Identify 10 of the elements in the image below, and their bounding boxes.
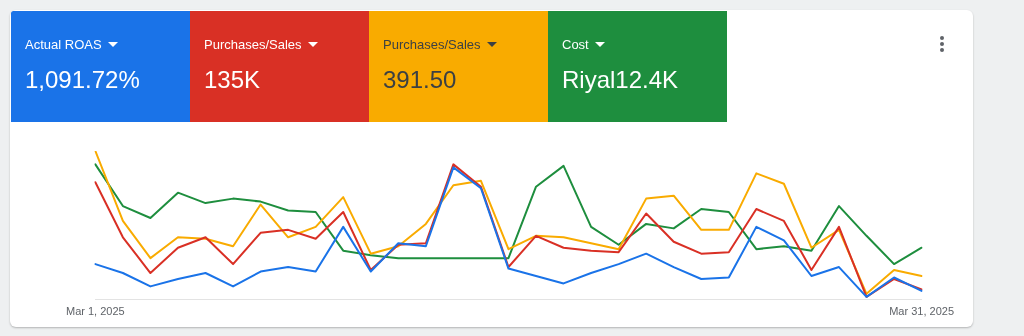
text: Purchases/Sales	[383, 37, 481, 52]
x-tick-label: Mar 31, 2025	[889, 305, 954, 318]
text: 1,091.72%	[25, 66, 141, 94]
text: Actual ROAS	[25, 37, 102, 52]
text: Riyal12.4K	[562, 66, 680, 94]
text: Cost	[562, 37, 589, 52]
text: 135K	[204, 66, 262, 94]
text: Purchases/Sales	[204, 37, 302, 52]
x-tick-label: Mar 1, 2025	[66, 305, 125, 318]
text: 391.50	[383, 66, 458, 94]
